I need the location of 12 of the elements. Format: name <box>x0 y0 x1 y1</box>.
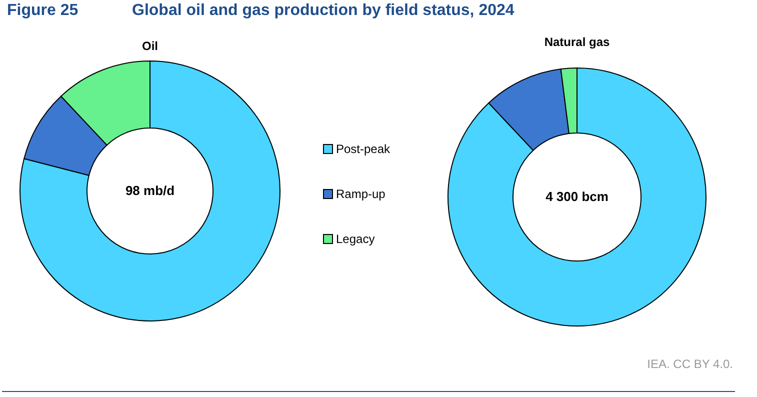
text: 98 mb/d <box>124 183 176 198</box>
donut-slice <box>448 68 706 326</box>
legend-label: Legacy <box>336 232 375 246</box>
text: Global oil and gas production by field status, 2024 <box>132 2 514 20</box>
donut-slice <box>20 60 280 322</box>
chart-title: Natural gas <box>543 35 611 51</box>
text: 4 300 bcm <box>544 189 610 204</box>
caption: Figure 25 <box>7 2 80 20</box>
text: IEA. CC BY 4.0. <box>647 357 733 371</box>
legend-label: Ramp-up <box>336 186 386 200</box>
chart-title: Oil <box>140 39 159 55</box>
legend-label: Post-peak <box>336 142 390 156</box>
